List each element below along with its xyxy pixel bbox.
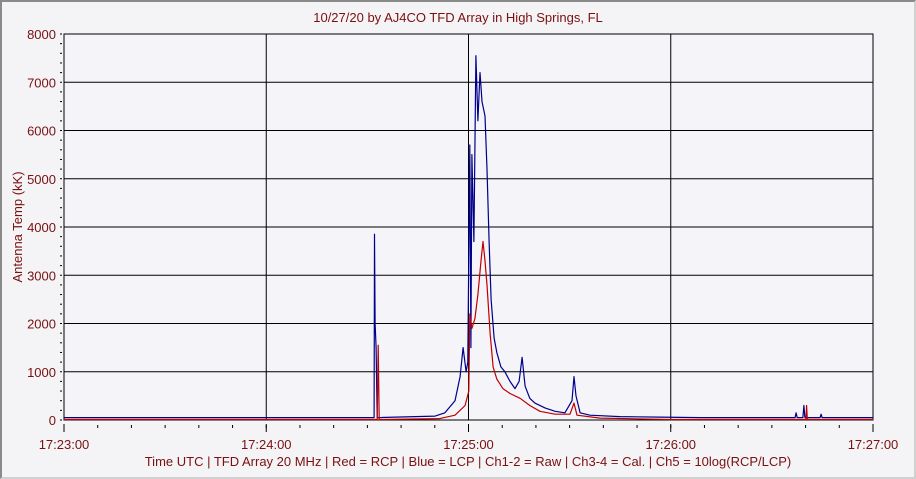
x-tick-label: 17:27:00 — [848, 437, 899, 452]
y-tick-label: 1000 — [27, 365, 56, 380]
y-tick-label: 2000 — [27, 317, 56, 332]
series-line-lcp — [64, 55, 873, 419]
y-tick-label: 7000 — [27, 75, 56, 90]
y-tick-label: 4000 — [27, 220, 56, 235]
x-tick-label: 17:24:00 — [241, 437, 292, 452]
series-line-rcp — [64, 240, 873, 421]
y-tick-label: 5000 — [27, 172, 56, 187]
y-tick-label: 6000 — [27, 124, 56, 139]
y-tick-label: 0 — [49, 413, 56, 428]
x-axis-label: Time UTC | TFD Array 20 MHz | Red = RCP … — [144, 454, 792, 469]
y-axis-label: Antenna Temp (kK) — [10, 171, 25, 282]
x-tick-label: 17:25:00 — [443, 437, 494, 452]
chart-title: 10/27/20 by AJ4CO TFD Array in High Spri… — [313, 10, 603, 25]
x-tick-label: 17:23:00 — [39, 437, 90, 452]
y-tick-label: 3000 — [27, 268, 56, 283]
x-tick-label: 17:26:00 — [645, 437, 696, 452]
y-tick-label: 8000 — [27, 27, 56, 42]
